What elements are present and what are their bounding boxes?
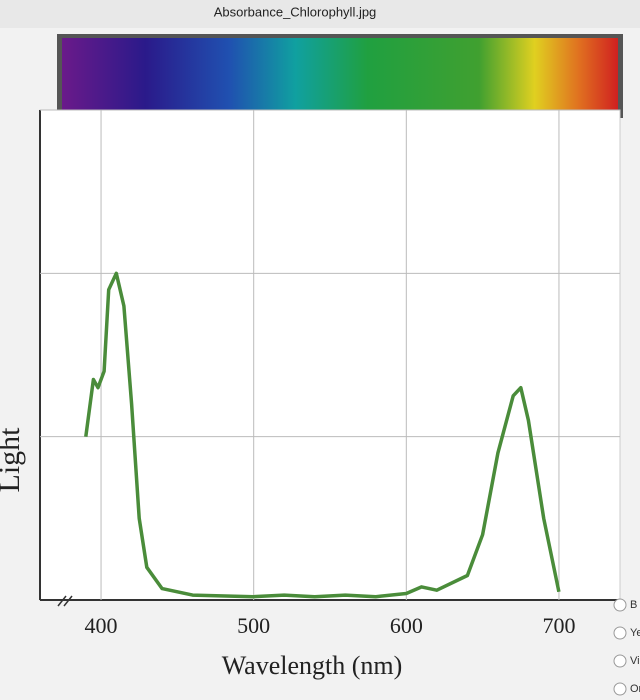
radio-button[interactable] <box>613 598 627 612</box>
plot-area <box>39 109 621 601</box>
window-title: Absorbance_Chlorophyll.jpg <box>214 4 377 19</box>
title-bar <box>0 0 640 28</box>
options: B Ye Vio Ora <box>613 598 640 696</box>
x-tick-label: 600 <box>390 613 423 638</box>
x-tick-label: 400 <box>85 613 118 638</box>
radio-button[interactable] <box>613 654 627 668</box>
option-label[interactable]: B <box>630 599 637 611</box>
option-label[interactable]: Ora <box>630 683 640 695</box>
radio-button[interactable] <box>613 626 627 640</box>
x-axis-label: Wavelength (nm) <box>222 651 403 680</box>
radio-button[interactable] <box>613 682 627 696</box>
line <box>84 271 561 599</box>
y-axis-label: Light <box>0 427 26 493</box>
spectrum-bar <box>62 38 618 112</box>
axis-break <box>57 595 73 607</box>
x-tick-label: 700 <box>542 613 575 638</box>
option-label[interactable]: Vio <box>630 655 640 667</box>
plot: 400 500 600 700 <box>40 109 620 638</box>
x-tick-label: 500 <box>237 613 270 638</box>
option-label[interactable]: Ye <box>630 627 640 639</box>
